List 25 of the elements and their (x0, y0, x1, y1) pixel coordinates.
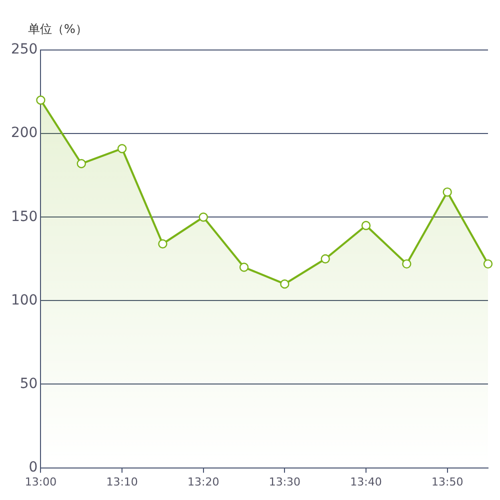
x-tick-label: 13:50 (431, 475, 464, 488)
x-tick-label: 13:20 (188, 475, 220, 488)
point (239, 262, 249, 272)
point (320, 254, 330, 264)
point (361, 220, 371, 230)
point (158, 239, 168, 248)
y-axis-title: 单位（%） (28, 22, 88, 36)
x-tick-label: 13:40 (350, 475, 382, 488)
point (442, 187, 452, 197)
x-tick-label: 13:30 (268, 475, 301, 488)
y-tick-label: 250 (10, 42, 38, 58)
point (117, 144, 127, 154)
point (36, 96, 46, 105)
x-tick-label: 13:10 (106, 475, 138, 488)
y-tick-label: 100 (10, 292, 38, 308)
point (76, 159, 86, 168)
point (402, 259, 412, 269)
point (483, 259, 493, 269)
x-tick-label: 13:00 (24, 475, 57, 488)
y-tick-label: 150 (10, 208, 38, 225)
y-tick-label: 50 (20, 376, 38, 392)
y-tick-label: 0 (28, 459, 38, 476)
y-tick-label: 200 (10, 125, 38, 142)
point (280, 279, 290, 289)
point (198, 212, 208, 222)
